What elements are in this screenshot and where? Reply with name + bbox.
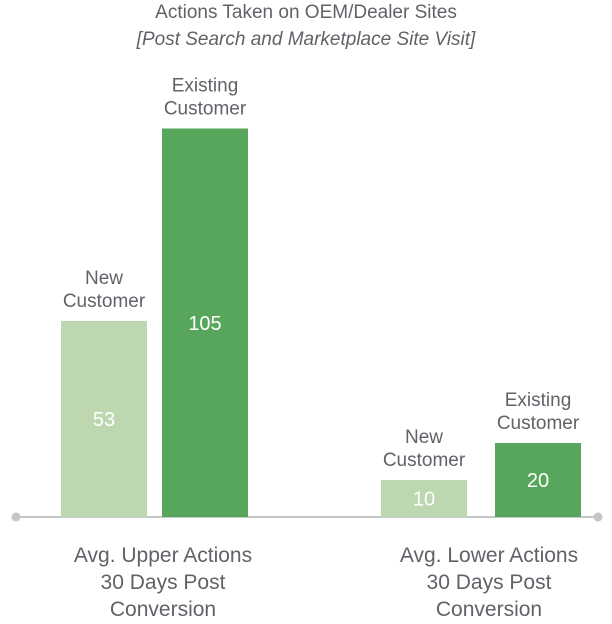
bar-series-label: New [85, 268, 123, 289]
bar-series-label: Customer [63, 291, 146, 312]
x-axis-end-dot [593, 512, 603, 522]
category-label-line: Avg. Lower Actions [399, 544, 579, 567]
bar-value-label: 20 [527, 470, 549, 492]
bar-series-label: Customer [497, 413, 580, 434]
bar-series-label: Existing [172, 76, 239, 97]
category-label: Avg. Lower Actions 30 Days Post Conversion [369, 542, 609, 623]
chart-title: Actions Taken on OEM/Dealer Sites [155, 2, 457, 23]
bar-series-label: New [405, 427, 443, 448]
bar-value-label: 10 [413, 489, 435, 511]
chart-subtitle: [Post Search and Marketplace Site Visit] [136, 29, 476, 50]
bar-1-1 [495, 443, 581, 517]
bar-0-0 [61, 320, 147, 517]
bar-series-label: Customer [383, 450, 466, 471]
bar-value-label: 53 [93, 409, 115, 431]
bar-series-label: Customer [164, 99, 247, 120]
category-label-line: 30 Days Post [426, 571, 552, 594]
bar-series-label: Existing [505, 390, 572, 411]
bar-0-1 [162, 128, 248, 517]
category-label-line: Conversion [435, 598, 543, 621]
x-axis-start-dot [11, 512, 21, 522]
bar-1-0 [381, 480, 467, 517]
category-label-line: Avg. Upper Actions [73, 544, 253, 567]
bar-value-label: 105 [188, 313, 221, 335]
category-label-line: 30 Days Post [100, 571, 226, 594]
category-label: Avg. Upper Actions 30 Days Post Conversion [43, 542, 283, 623]
category-label-line: Conversion [109, 598, 217, 621]
